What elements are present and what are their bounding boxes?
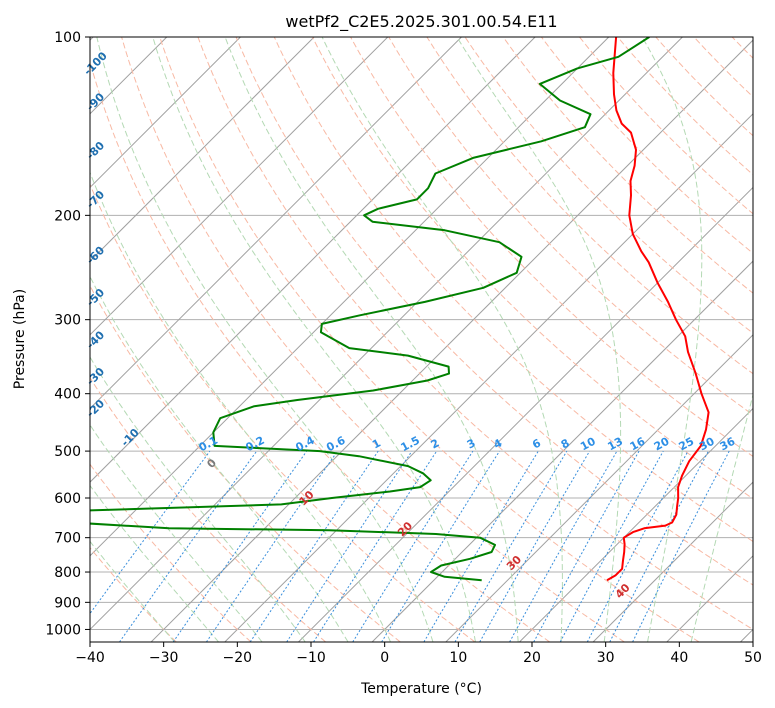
isotherm-line (90, 37, 315, 262)
series-layer (90, 37, 710, 582)
moist-adiabat-line (456, 37, 622, 642)
moist-adiabat-line (90, 275, 349, 642)
isotherm-line (371, 260, 753, 642)
dry-adiabat-line (159, 37, 700, 642)
dry-adiabat-line (90, 463, 252, 642)
dewpoint-profile-line (90, 37, 650, 582)
mixing-ratio-line (509, 450, 618, 642)
y-tick-label: 700 (54, 531, 81, 547)
mixing-ratio-label: 10 (578, 435, 598, 454)
isotherm-line (150, 39, 753, 642)
dry-adiabat-line (90, 183, 476, 642)
isotherm-line (445, 334, 753, 642)
x-tick-label: −10 (296, 650, 326, 666)
isotherm-line (90, 37, 610, 557)
isotherm-line (90, 37, 536, 483)
isotherm-line (90, 37, 241, 189)
chart-title: wetPf2_C2E5.2025.301.00.54.E11 (285, 12, 557, 32)
x-tick-label: −30 (149, 650, 179, 666)
x-tick-label: 10 (449, 650, 467, 666)
mixing-ratio-line (119, 450, 258, 642)
x-tick-label: −40 (75, 650, 105, 666)
x-tick-label: 20 (523, 650, 541, 666)
mixing-ratio-line (172, 450, 308, 642)
mixing-ratio-line (205, 450, 338, 642)
moist-adiabat-line (90, 356, 306, 642)
moist-adiabat-line (90, 424, 263, 642)
ticks-layer: −40 −30 −20 −10 0 10 20 30 40 50 100 200 300 400 500 60… (45, 30, 762, 666)
plot-frame (89, 36, 754, 643)
dry-adiabat-line (90, 376, 327, 642)
isotherm-line (90, 37, 462, 410)
x-tick-label: 50 (744, 650, 762, 666)
dry-adiabat-line (197, 37, 753, 630)
mixing-ratio-line (90, 450, 211, 615)
x-tick-label: 30 (597, 650, 615, 666)
dry-adiabat-line (273, 37, 753, 543)
moist-adiabat-line (96, 37, 434, 642)
y-tick-label: 200 (54, 208, 81, 224)
mixing-ratio-line (381, 450, 500, 642)
dry-adiabat-line (426, 37, 753, 375)
mixing-ratio-label: 13 (605, 435, 625, 454)
mixing-ratio-label: 16 (628, 435, 648, 454)
moist-adiabat-line (90, 171, 391, 642)
dry-adiabat-line (388, 37, 753, 416)
y-tick-label: 800 (54, 565, 81, 581)
y-tick-label: 300 (54, 313, 81, 329)
moist-adiabat-line (90, 540, 176, 642)
x-tick-label: −20 (223, 650, 253, 666)
background-lines (90, 37, 753, 642)
dry-adiabat-line (90, 60, 551, 642)
x-tick-label: 0 (380, 650, 389, 666)
mixing-ratio-line (249, 450, 379, 642)
mixing-ratio-line (632, 450, 730, 642)
y-tick-label: 400 (54, 387, 81, 403)
mixing-ratio-line (609, 450, 709, 642)
isotherm-line (90, 37, 389, 336)
mixing-ratio-line (352, 450, 474, 642)
mixing-ratio-label: 30 (697, 435, 717, 454)
moist-adiabat-line (224, 37, 519, 642)
temperature-profile-line (606, 37, 710, 582)
mixing-ratio-label: 20 (652, 435, 672, 454)
mixing-ratio-line (286, 450, 413, 642)
mixing-ratio-line (479, 450, 591, 642)
y-tick-label: 100 (54, 30, 81, 46)
isotherm-line (592, 481, 753, 642)
moist-adiabat-line (641, 37, 703, 642)
isotherm-line (519, 407, 753, 642)
mixing-ratio-line (559, 450, 664, 642)
dry-adiabat-line (90, 546, 177, 642)
x-axis-title: Temperature (°C) (360, 681, 482, 697)
y-axis-title: Pressure (hPa) (12, 289, 28, 389)
y-tick-label: 900 (54, 595, 81, 611)
mixing-ratio-label: 25 (677, 435, 697, 454)
moist-adiabat-line (321, 37, 563, 642)
y-tick-label: 600 (54, 491, 81, 507)
y-tick-label: 1000 (45, 622, 81, 638)
dry-adiabat-line (235, 37, 753, 586)
isotherm-line (224, 113, 753, 642)
x-tick-label: 40 (670, 650, 688, 666)
y-tick-label: 500 (54, 444, 81, 460)
mixing-ratio-label: 36 (718, 435, 738, 454)
dry-adiabat-line (502, 37, 753, 294)
mixing-ratio-line (313, 450, 438, 642)
mixing-ratio-line (533, 450, 640, 642)
moist-adiabat-line (90, 484, 219, 642)
